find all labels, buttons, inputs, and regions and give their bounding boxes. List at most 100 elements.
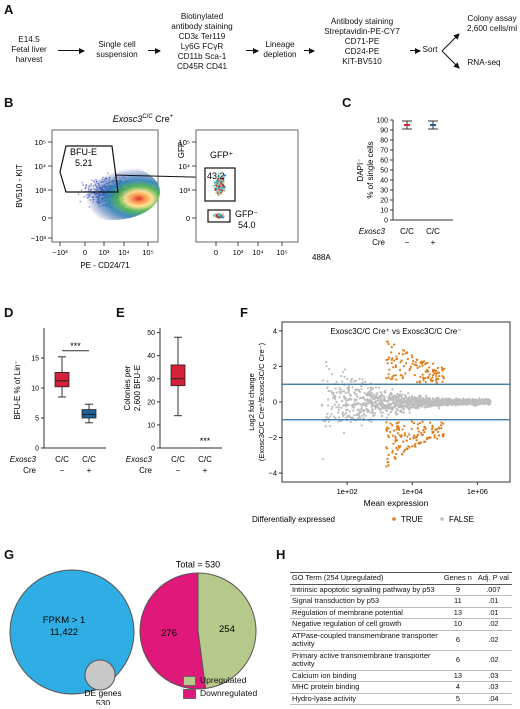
point-true (397, 421, 400, 424)
cell-genes: 6 (440, 650, 475, 671)
point-false (438, 407, 441, 410)
point-false (331, 396, 335, 400)
point-true (397, 352, 401, 355)
point-true (386, 362, 389, 365)
point-false (358, 377, 361, 380)
point-false (383, 397, 386, 400)
point-false (388, 393, 391, 396)
genotype-value: C/C (82, 455, 96, 464)
point-false (374, 402, 378, 405)
panel-label-a: A (4, 2, 14, 17)
point-false (455, 400, 459, 403)
point-true (413, 374, 416, 377)
point-false (369, 395, 373, 398)
point-true (400, 453, 404, 456)
table-row: ATPase-coupled transmembrane transporter… (290, 630, 512, 651)
point-true (410, 354, 413, 357)
tick-label: 30 (380, 188, 388, 195)
table-row: Regulation of membrane potential 13.01 (290, 607, 512, 619)
point-false (447, 401, 450, 404)
point-false (367, 398, 371, 402)
point-false (341, 390, 344, 393)
point-false (417, 398, 420, 401)
point-true (416, 358, 419, 361)
panel-label-c: C (342, 95, 352, 110)
point-true (422, 429, 425, 432)
point-false (326, 404, 330, 407)
table-row: Signal transduction by p53 11.01 (290, 595, 512, 608)
chart-d: 0 5 10 15 *** BFU-E % of Lin⁻ Exosc3 Cre C/C − C/C… (10, 328, 106, 475)
tick-label: 60 (380, 158, 388, 165)
point-true (433, 434, 436, 437)
point-true (394, 452, 398, 455)
point-false (359, 403, 362, 406)
point-false (465, 398, 468, 401)
point-false (483, 402, 487, 405)
point-false (325, 365, 328, 368)
point-false (348, 415, 351, 418)
point-true (431, 424, 434, 427)
point-false (339, 388, 342, 391)
flow-step: Single cell suspension (96, 40, 138, 59)
point-true (403, 424, 406, 428)
gfp-minus-gate (207, 209, 231, 223)
flow-step: Antibody staining Streptavidin-PE-CY7 CD… (324, 17, 400, 66)
point-false (338, 386, 341, 390)
point-false (355, 393, 358, 396)
point-false (419, 399, 422, 402)
point-false (353, 392, 356, 395)
legend-up: Upregulated (183, 675, 246, 686)
point-true (390, 361, 393, 365)
point-true (402, 349, 405, 352)
point-false (424, 394, 428, 397)
point-false (361, 381, 364, 384)
gfp-plus-gate (204, 167, 236, 202)
event-dot (223, 174, 227, 177)
point-false (357, 408, 360, 411)
flow-step: RNA-seq (467, 58, 501, 67)
tick-label: 0 (384, 218, 388, 225)
tick-label: −2 (268, 433, 277, 442)
point-false (473, 400, 476, 403)
table-row: Primary active transmembrane transporter… (290, 650, 512, 671)
point-true (389, 430, 392, 434)
plot-b2-frame (195, 129, 299, 243)
tick-label: 10³ (233, 248, 244, 257)
point-false (399, 399, 402, 402)
point-false (350, 377, 353, 381)
point-false (401, 406, 404, 409)
point-false (348, 393, 351, 396)
point-false (374, 407, 377, 410)
event-dot (222, 184, 225, 187)
point-true (392, 366, 395, 369)
point-true (421, 373, 424, 376)
point-true (440, 366, 444, 369)
point-false (356, 417, 360, 420)
event-dot (217, 175, 220, 178)
cell-pval: .007 (474, 584, 512, 596)
point-true (423, 431, 426, 434)
y-axis-label: DAPI⁻% of single cells (356, 141, 375, 198)
point-false (447, 397, 450, 401)
point-false (389, 410, 393, 413)
point-false (348, 410, 352, 413)
cell-term: Primary active transmembrane transporter… (290, 650, 441, 671)
point-false (379, 404, 383, 407)
point-false (363, 380, 367, 383)
point-false (407, 404, 410, 407)
cell-genes: 11 (440, 595, 475, 608)
point-false (327, 389, 330, 392)
point-false (370, 420, 373, 424)
tick-label: 100 (376, 118, 388, 125)
pie-value: 276 (161, 628, 177, 639)
point-false (346, 391, 350, 394)
point-false (423, 406, 426, 409)
chart-e: 0 10 20 30 40 50 *** Colonies per2,600 BFU-E Exo… (123, 328, 222, 475)
arrow-icon (148, 47, 161, 54)
legend-swatch (183, 675, 196, 686)
point-false (335, 380, 338, 384)
point-false (397, 405, 400, 408)
point-true (390, 351, 393, 354)
point-false (335, 400, 338, 404)
point-false (381, 406, 384, 409)
